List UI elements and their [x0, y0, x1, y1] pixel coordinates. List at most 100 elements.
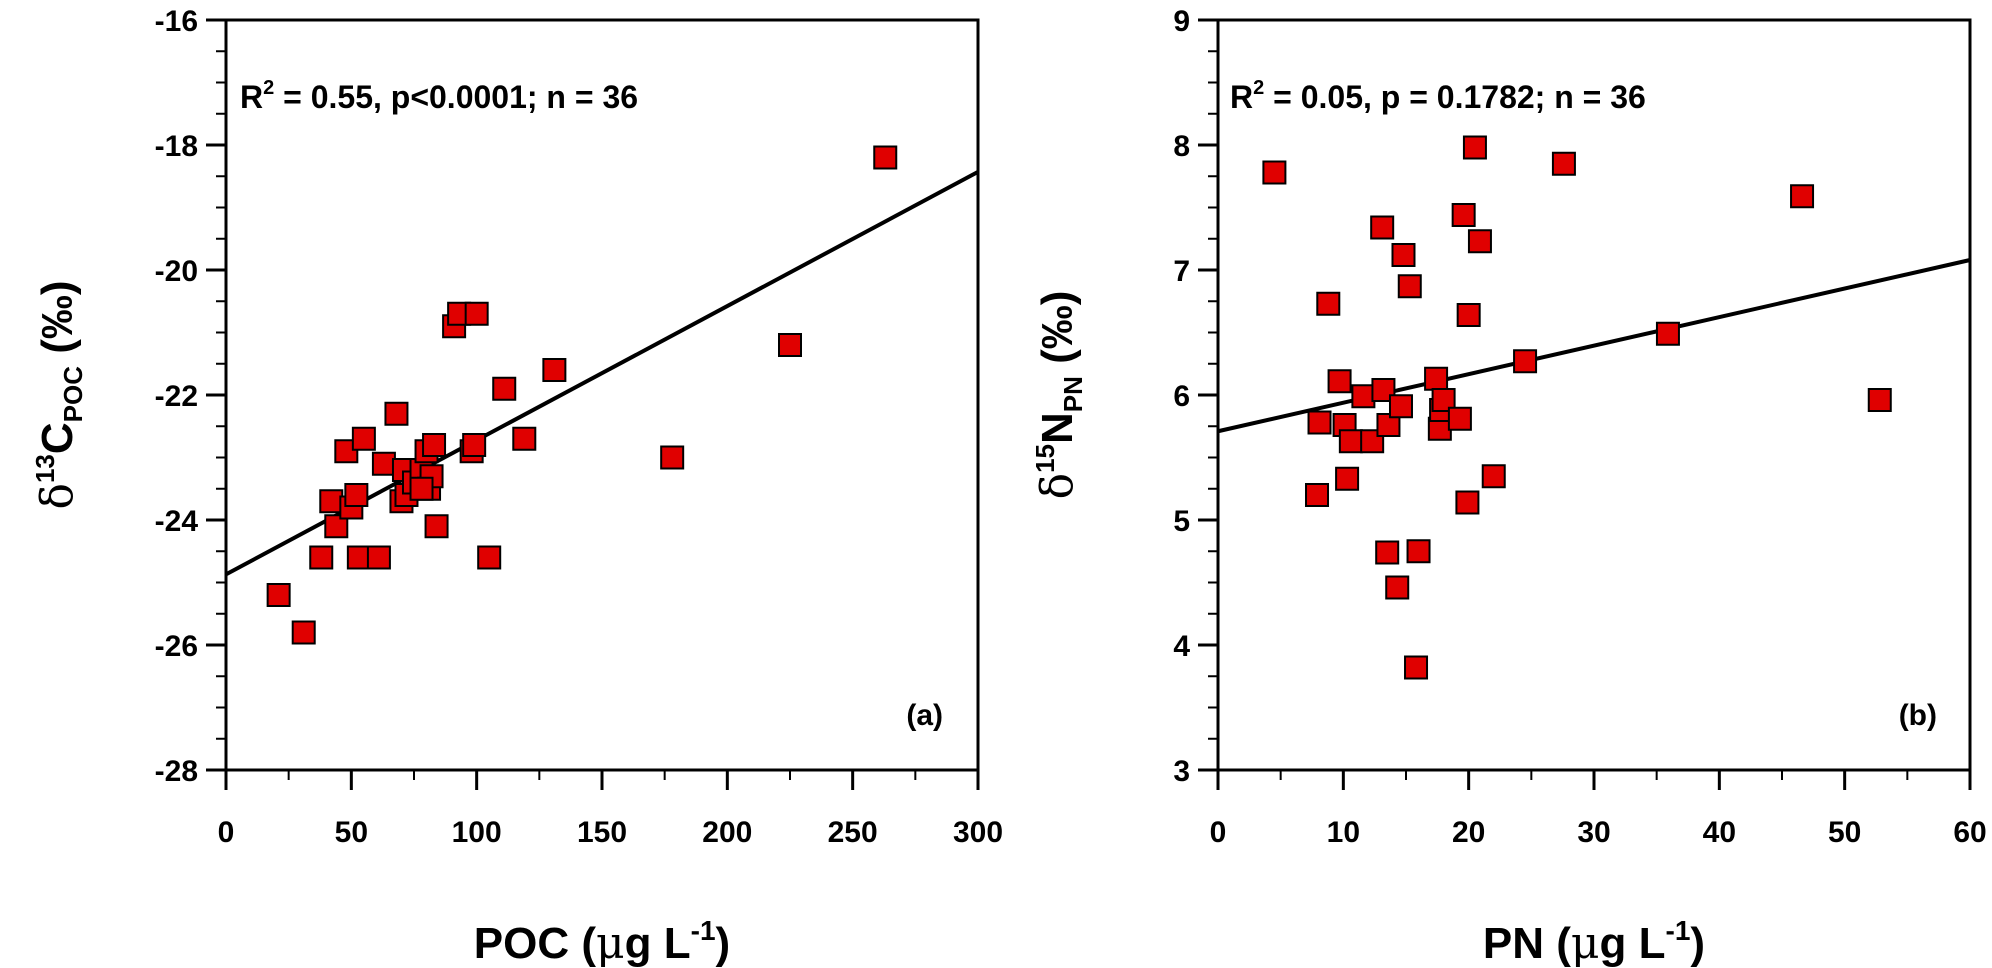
data-point [366, 545, 391, 570]
y-tick-label: -20 [155, 255, 198, 288]
data-point [1262, 160, 1287, 185]
y-tick-label: 5 [1173, 505, 1190, 538]
data-point [1462, 135, 1487, 160]
panel-b-annotation: R2 = 0.05, p = 0.1782; n = 36 [1230, 77, 1646, 115]
x-tick-label: 100 [452, 816, 502, 849]
y-tick-label: 8 [1173, 130, 1190, 163]
panel-a-frame [224, 18, 980, 772]
data-point [346, 545, 371, 570]
data-point [1397, 274, 1422, 299]
data-point [542, 358, 567, 382]
data-point [1513, 349, 1538, 374]
panel-b-major-ticks [1198, 18, 1972, 790]
data-point [1451, 203, 1476, 227]
y-tick-label: 6 [1173, 380, 1190, 413]
data-point [1385, 575, 1410, 600]
x-tick-label: 10 [1327, 816, 1360, 849]
data-point [1391, 243, 1416, 267]
panel-a-y-tick-labels: -28 -26 -24 -22 -20 -18 -16 [155, 5, 199, 788]
panel-b-y-axis-label: δ15NPN (‰) [1030, 291, 1088, 500]
data-point [1790, 184, 1815, 209]
data-point [1351, 384, 1376, 409]
data-point [1327, 369, 1352, 394]
y-tick-label: -16 [155, 5, 198, 38]
x-tick-label: 50 [1828, 816, 1861, 849]
panel-b-minor-ticks [1208, 19, 1971, 780]
data-point [1388, 394, 1413, 419]
data-point [1424, 366, 1449, 391]
x-tick-label: 40 [1703, 816, 1736, 849]
x-tick-label: 20 [1452, 816, 1485, 849]
x-tick-label: 0 [1210, 816, 1227, 849]
data-point [1370, 215, 1395, 240]
data-point [1481, 464, 1506, 489]
data-point [1467, 229, 1492, 254]
y-tick-label: 7 [1173, 255, 1190, 288]
data-point [1305, 483, 1330, 507]
data-point [266, 583, 291, 607]
panel-b-points [1262, 135, 1892, 680]
panel-a-annotation: R2 = 0.55, p<0.0001; n = 36 [240, 77, 638, 115]
y-tick-label: -18 [155, 130, 198, 163]
y-tick-label: 9 [1173, 5, 1190, 38]
data-point [422, 433, 447, 457]
panel-a: 0 50 100 150 200 250 300 -28 -26 -24 -22 -20 -18 -16… [30, 5, 1003, 968]
data-point [309, 545, 334, 570]
panel-b-fit-line [1217, 258, 1971, 434]
panel-a-label: (a) [906, 699, 943, 732]
data-point [1655, 321, 1680, 346]
data-point [660, 445, 685, 470]
data-point [291, 620, 316, 645]
data-point [1375, 540, 1400, 565]
y-tick-label: -24 [155, 505, 199, 538]
panel-a-minor-ticks [216, 19, 979, 780]
data-point [344, 483, 369, 507]
data-point [873, 145, 898, 170]
x-tick-label: 250 [828, 816, 878, 849]
x-tick-label: 0 [218, 816, 235, 849]
x-tick-label: 150 [577, 816, 627, 849]
data-point [1431, 388, 1456, 412]
data-point [324, 514, 349, 539]
x-tick-label: 200 [702, 816, 752, 849]
panel-a-major-ticks [206, 18, 980, 790]
data-point [1404, 655, 1429, 680]
x-tick-label: 300 [953, 816, 1003, 849]
panel-b-x-axis-label: PN (μg L-1) [1483, 915, 1705, 968]
data-point [1456, 303, 1481, 327]
data-point [462, 433, 487, 457]
data-point [351, 426, 376, 451]
x-tick-label: 60 [1953, 816, 1986, 849]
y-tick-label: -22 [155, 380, 198, 413]
data-point [778, 333, 802, 357]
data-point [371, 451, 396, 476]
data-point [319, 489, 344, 514]
data-point [1338, 429, 1363, 454]
y-tick-label: 3 [1173, 755, 1190, 788]
panel-b-x-tick-labels: 0 10 20 30 40 50 60 [1210, 816, 1987, 849]
data-point [464, 301, 489, 326]
data-point [334, 439, 359, 464]
data-point [1406, 539, 1431, 564]
data-point [477, 545, 502, 570]
data-point [492, 376, 517, 401]
y-tick-label: -26 [155, 630, 198, 663]
panel-b-y-tick-labels: 3 4 5 6 7 8 9 [1173, 5, 1190, 788]
panel-b-frame [1216, 18, 1972, 772]
panel-b: 0 10 20 30 40 50 60 3 4 5 6 7 8 9 R2 = 0.05, p = 0.1… [1030, 5, 1987, 968]
y-tick-label: -28 [155, 755, 198, 788]
y-tick-label: 4 [1173, 630, 1190, 663]
data-point [1376, 413, 1401, 437]
data-point [1551, 151, 1576, 176]
data-point [384, 401, 409, 426]
data-point [1335, 466, 1360, 491]
data-point [1307, 410, 1332, 435]
data-point [1316, 291, 1341, 316]
x-tick-label: 30 [1577, 816, 1610, 849]
panel-a-fit-line [225, 170, 979, 577]
panel-a-points [266, 145, 898, 645]
data-point [512, 426, 537, 451]
data-point [1371, 378, 1396, 402]
data-point [409, 476, 434, 501]
